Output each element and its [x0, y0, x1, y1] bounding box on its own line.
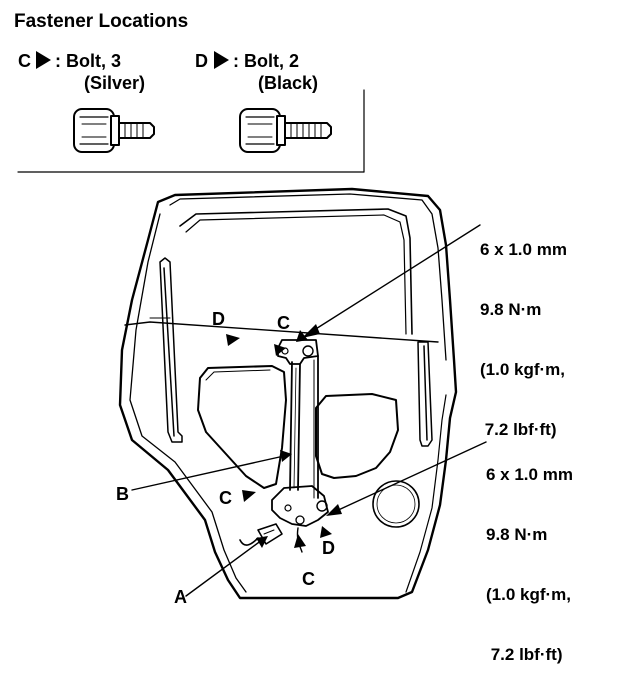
black-bolt-icon [239, 108, 332, 153]
fastener-markers [226, 330, 332, 548]
window-regulator [239, 339, 329, 553]
spec-upper-lbf: 7.2 lbf·ft) [480, 420, 557, 439]
spec-upper-nm: 9.8 N·m [480, 300, 542, 319]
legend-c-color: (Silver) [84, 73, 146, 93]
legend-frame [17, 89, 365, 173]
d-lower-marker-icon [320, 526, 332, 538]
callout-c-mid: C [219, 488, 232, 508]
spec-lower-kgf: (1.0 kgf·m, [486, 585, 572, 604]
silver-bolt-icon [73, 108, 155, 153]
callout-a: A [174, 587, 187, 607]
legend-c-letter: C [18, 51, 31, 71]
c-lower-marker-icon [294, 534, 306, 548]
rear-channel [417, 341, 433, 447]
d-upper2-marker-icon [296, 330, 308, 342]
legend-c-arrow-icon [36, 51, 51, 69]
c-mid-marker-icon [242, 490, 256, 502]
leader-lines [131, 224, 487, 597]
legend-c-description: : Bolt, 3 [55, 51, 121, 71]
callout-b: B [116, 484, 129, 504]
door-panel [118, 187, 458, 600]
c-upper-marker-icon [274, 344, 286, 356]
page-title: Fastener Locations [14, 11, 189, 32]
torque-spec-upper: 6 x 1.0 mm 9.8 N·m (1.0 kgf·m, 7.2 lbf·f… [480, 200, 567, 460]
service-hole-right [315, 393, 399, 479]
callout-d-lower: D [322, 538, 335, 558]
legend-d-arrow-icon [214, 51, 229, 69]
spec-lower-lbf: 7.2 lbf·ft) [486, 645, 563, 664]
d-upper-marker-icon [226, 334, 240, 346]
door-diagram [17, 89, 487, 600]
callout-c-upper: C [277, 313, 290, 333]
spec-lower-size: 6 x 1.0 mm [486, 465, 573, 484]
speaker-opening [372, 480, 420, 528]
front-channel [159, 257, 183, 443]
legend-d-description: : Bolt, 2 [233, 51, 299, 71]
spec-upper-kgf: (1.0 kgf·m, [480, 360, 566, 379]
callout-c-lower: C [302, 569, 315, 589]
spec-upper-size: 6 x 1.0 mm [480, 240, 567, 259]
spec-lower-nm: 9.8 N·m [486, 525, 548, 544]
legend-d-color: (Black) [258, 73, 319, 93]
legend-d-letter: D [195, 51, 208, 71]
service-hole-left [197, 365, 287, 489]
callout-d-upper: D [212, 309, 225, 329]
